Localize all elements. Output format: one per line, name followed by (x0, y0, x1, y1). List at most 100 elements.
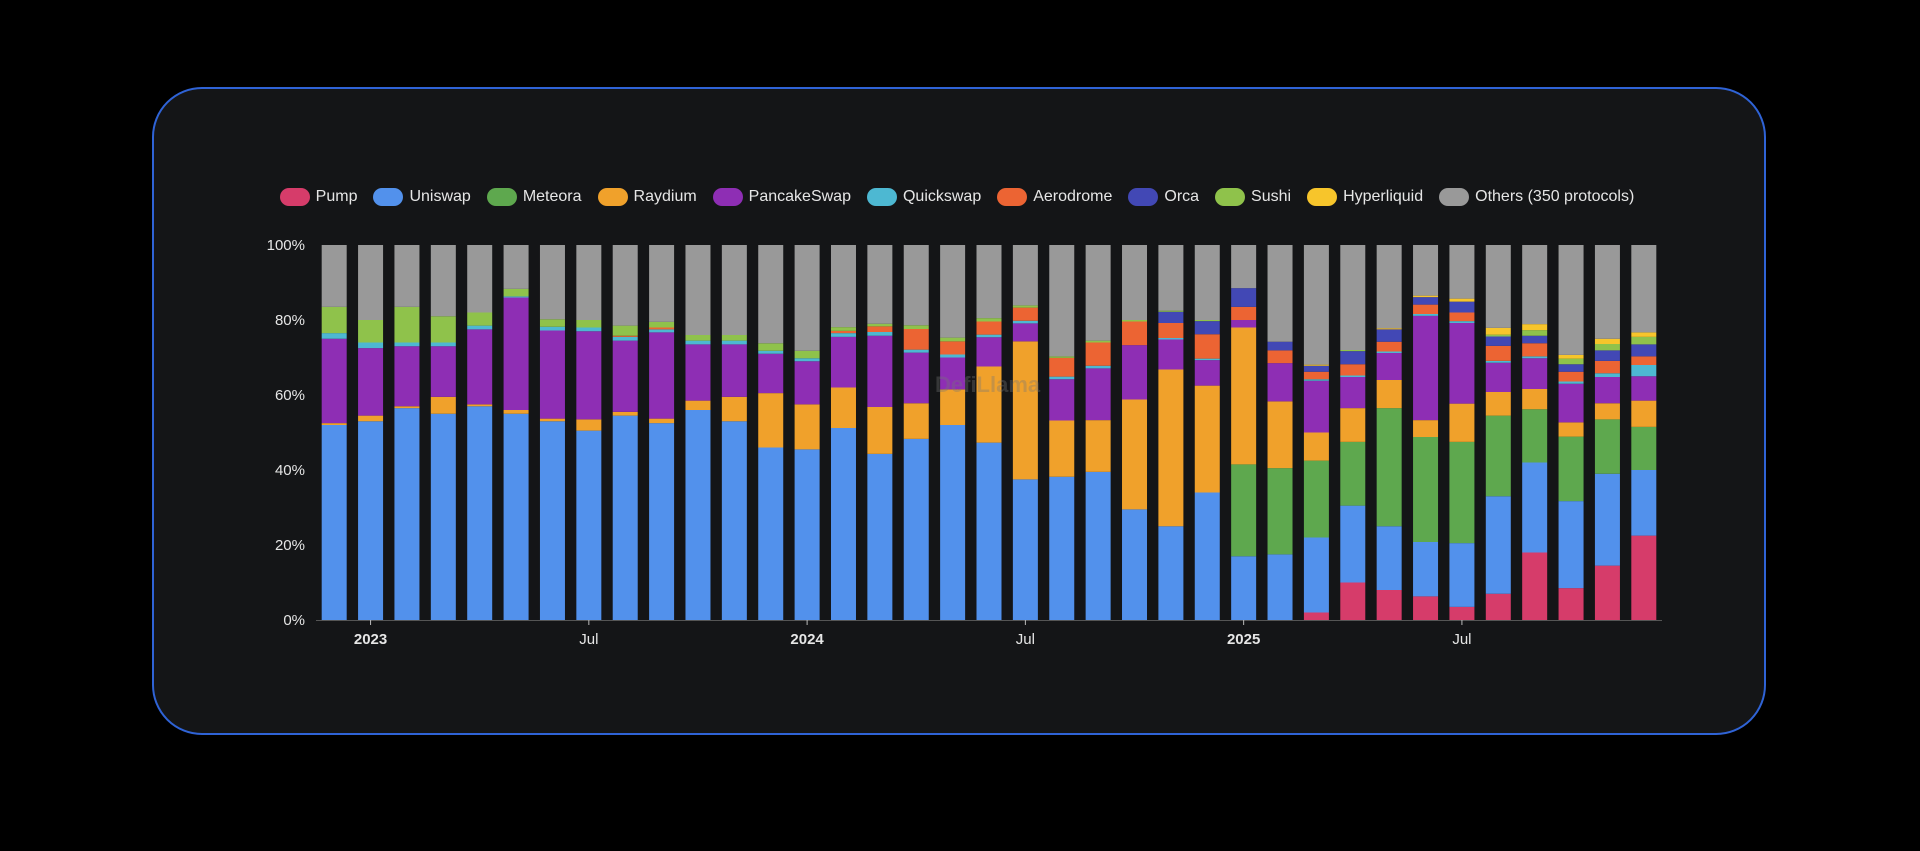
bar-segment-sushi[interactable] (1340, 350, 1366, 352)
bar-segment-others[interactable] (1558, 245, 1584, 355)
bar-segment-pancakeswap[interactable] (576, 331, 602, 420)
bar-segment-orca[interactable] (1413, 297, 1439, 305)
bar-segment-pancakeswap[interactable] (358, 348, 384, 416)
bar-segment-meteora[interactable] (1558, 436, 1584, 502)
bar-segment-quickswap[interactable] (1485, 360, 1511, 363)
bar-segment-quickswap[interactable] (503, 296, 529, 298)
bar-segment-others[interactable] (430, 245, 456, 317)
bar-segment-aerodrome[interactable] (649, 327, 675, 330)
bar-segment-quickswap[interactable] (1376, 351, 1402, 354)
bar-segment-raydium[interactable] (612, 411, 638, 416)
legend-item[interactable]: PancakeSwap (712, 188, 851, 206)
bar-segment-quickswap[interactable] (1449, 321, 1475, 323)
bar-segment-uniswap[interactable] (1012, 479, 1038, 620)
bar-segment-sushi[interactable] (321, 306, 347, 334)
bar-segment-sushi[interactable] (940, 337, 966, 342)
bar-segment-others[interactable] (1413, 245, 1439, 296)
bar-segment-pancakeswap[interactable] (467, 329, 493, 405)
bar-segment-raydium[interactable] (503, 410, 529, 414)
bar-segment-pancakeswap[interactable] (1267, 363, 1293, 402)
bar-segment-others[interactable] (467, 245, 493, 313)
bar-segment-others[interactable] (1012, 245, 1038, 306)
bar-segment-uniswap[interactable] (1049, 476, 1075, 620)
bar-segment-pancakeswap[interactable] (976, 337, 1002, 367)
bar-segment-sushi[interactable] (394, 306, 420, 343)
bar-segment-pancakeswap[interactable] (1413, 315, 1439, 421)
bar-segment-others[interactable] (321, 245, 347, 307)
bar-segment-pancakeswap[interactable] (1231, 320, 1257, 328)
bar-segment-quickswap[interactable] (612, 336, 638, 341)
bar-segment-others[interactable] (1231, 245, 1257, 289)
bar-segment-aerodrome[interactable] (1340, 364, 1366, 376)
bar-segment-others[interactable] (830, 245, 856, 328)
bar-segment-quickswap[interactable] (685, 340, 711, 345)
legend-item[interactable]: Raydium (597, 188, 697, 206)
bar-segment-raydium[interactable] (394, 406, 420, 409)
bar-segment-aerodrome[interactable] (1522, 343, 1548, 357)
bar-segment-quickswap[interactable] (940, 354, 966, 358)
bar-segment-orca[interactable] (1631, 344, 1657, 357)
bar-segment-aerodrome[interactable] (1485, 345, 1511, 361)
bar-segment-pump[interactable] (1594, 565, 1620, 620)
bar-segment-uniswap[interactable] (1122, 509, 1148, 620)
bar-segment-uniswap[interactable] (467, 406, 493, 620)
bar-segment-uniswap[interactable] (1376, 526, 1402, 590)
bar-segment-orca[interactable] (1303, 365, 1329, 372)
bar-segment-raydium[interactable] (539, 418, 565, 422)
bar-segment-uniswap[interactable] (539, 421, 565, 620)
bar-segment-sushi[interactable] (503, 288, 529, 297)
bar-segment-quickswap[interactable] (1522, 356, 1548, 359)
bar-segment-meteora[interactable] (1376, 408, 1402, 527)
bar-segment-quickswap[interactable] (1194, 358, 1220, 361)
bar-segment-uniswap[interactable] (1413, 542, 1439, 597)
bar-segment-sushi[interactable] (1012, 305, 1038, 308)
bar-segment-hyperliquid[interactable] (1485, 327, 1511, 335)
bar-segment-uniswap[interactable] (1522, 462, 1548, 553)
bar-segment-hyperliquid[interactable] (1594, 338, 1620, 344)
bar-segment-raydium[interactable] (1303, 432, 1329, 461)
bar-segment-quickswap[interactable] (394, 342, 420, 347)
bar-segment-sushi[interactable] (1085, 340, 1111, 343)
bar-segment-orca[interactable] (1558, 364, 1584, 372)
bar-segment-hyperliquid[interactable] (1413, 295, 1439, 298)
bar-segment-pancakeswap[interactable] (758, 353, 784, 394)
bar-segment-quickswap[interactable] (721, 340, 747, 345)
bar-segment-quickswap[interactable] (903, 349, 929, 353)
bar-segment-aerodrome[interactable] (1631, 356, 1657, 365)
bar-segment-orca[interactable] (1340, 351, 1366, 365)
bar-segment-meteora[interactable] (1594, 419, 1620, 474)
bar-segment-sushi[interactable] (685, 335, 711, 341)
bar-segment-pancakeswap[interactable] (649, 332, 675, 419)
bar-segment-pancakeswap[interactable] (1485, 362, 1511, 392)
bar-segment-others[interactable] (940, 245, 966, 338)
bar-segment-raydium[interactable] (1449, 403, 1475, 442)
bar-segment-raydium[interactable] (1085, 420, 1111, 472)
bar-segment-uniswap[interactable] (649, 423, 675, 620)
bar-segment-quickswap[interactable] (1413, 314, 1439, 316)
bar-segment-uniswap[interactable] (940, 425, 966, 620)
bar-segment-others[interactable] (358, 245, 384, 320)
bar-segment-others[interactable] (685, 245, 711, 335)
bar-segment-quickswap[interactable] (794, 358, 820, 362)
bar-segment-pancakeswap[interactable] (612, 340, 638, 412)
bar-segment-orca[interactable] (1485, 336, 1511, 346)
bar-segment-raydium[interactable] (685, 400, 711, 410)
bar-segment-pancakeswap[interactable] (1194, 360, 1220, 386)
legend-item[interactable]: Pump (279, 188, 357, 206)
bar-segment-others[interactable] (758, 245, 784, 344)
bar-segment-others[interactable] (394, 245, 420, 307)
bar-segment-hyperliquid[interactable] (1449, 298, 1475, 302)
bar-segment-quickswap[interactable] (758, 350, 784, 354)
bar-segment-others[interactable] (867, 245, 893, 324)
bar-segment-sushi[interactable] (539, 319, 565, 327)
bar-segment-others[interactable] (1303, 245, 1329, 365)
bar-segment-sushi[interactable] (1522, 330, 1548, 336)
bar-segment-raydium[interactable] (467, 404, 493, 407)
bar-segment-raydium[interactable] (721, 396, 747, 422)
bar-segment-sushi[interactable] (358, 320, 384, 343)
bar-segment-uniswap[interactable] (976, 442, 1002, 620)
legend-item[interactable]: Hyperliquid (1307, 188, 1423, 206)
bar-segment-sushi[interactable] (576, 320, 602, 328)
bar-segment-sushi[interactable] (1631, 336, 1657, 345)
bar-segment-others[interactable] (1194, 245, 1220, 320)
